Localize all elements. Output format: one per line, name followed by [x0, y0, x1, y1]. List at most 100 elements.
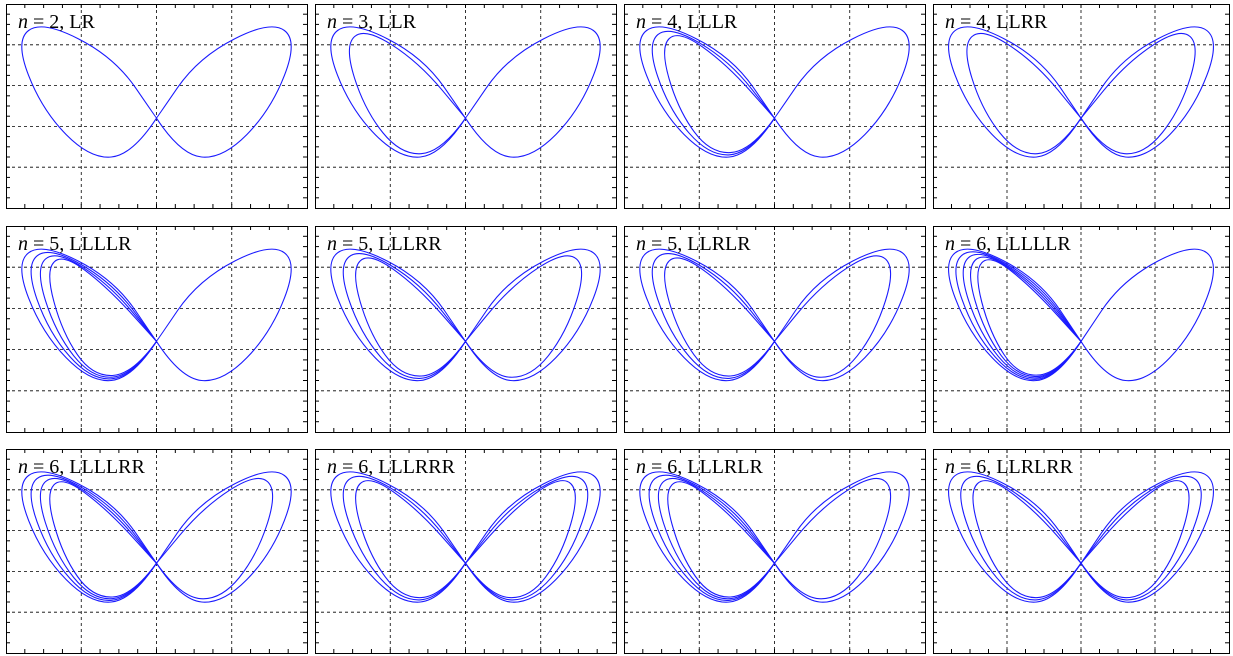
orbit-lobe-right	[155, 248, 292, 382]
orbit-lobe-left	[977, 259, 1082, 376]
panel-title-n-symbol: n	[18, 233, 28, 255]
panel-frame	[6, 226, 308, 433]
panel-frame	[624, 226, 926, 433]
orbit-panel: n = 5, LLLRR	[315, 226, 617, 433]
orbit-lobe-left	[21, 248, 158, 382]
panel-title-text: = 4, LLLR	[646, 11, 738, 33]
orbit-lobe-left	[948, 26, 1082, 158]
orbit-panel: n = 5, LLRLR	[624, 226, 926, 433]
orbit-lobe-left	[664, 257, 775, 377]
panel-title: n = 5, LLLRR	[327, 233, 442, 255]
panel-frame	[933, 4, 1230, 209]
panel-title: n = 6, LLLLRR	[18, 456, 145, 478]
orbit-lobe-left	[348, 32, 467, 155]
orbit-lobe-right	[773, 26, 910, 158]
panel-title: n = 3, LLR	[327, 11, 417, 33]
orbit-panel: n = 4, LLRR	[933, 4, 1230, 209]
orbit-lobe-right	[464, 26, 601, 158]
orbit-lobe-left	[972, 480, 1082, 599]
orbit-lobe-right	[464, 471, 601, 603]
panel-title: n = 6, LLLRRR	[327, 456, 456, 478]
panel-title-text: = 6, LLRLRR	[955, 456, 1074, 478]
orbit-lobe-right	[1080, 32, 1196, 155]
panel-title-n-symbol: n	[945, 456, 955, 478]
orbit-lobe-left	[330, 248, 467, 382]
panel-title-text: = 6, LLLLRR	[28, 456, 145, 478]
panel-title-n-symbol: n	[945, 11, 955, 33]
panel-title-n-symbol: n	[636, 233, 646, 255]
orbit-panel: n = 6, LLLRLR	[624, 449, 926, 654]
panel-frame	[933, 449, 1230, 654]
panel-frame	[315, 226, 617, 433]
panel-title-text: = 6, LLLRLR	[646, 456, 763, 478]
orbit-panel: n = 6, LLLLLR	[933, 226, 1230, 433]
panel-title-text: = 5, LLLLR	[28, 233, 132, 255]
orbit-lobe-left	[30, 474, 157, 601]
panel-title: n = 2, LR	[18, 11, 95, 33]
orbit-lobe-left	[39, 255, 158, 378]
orbit-lobe-right	[464, 475, 589, 601]
orbit-lobe-right	[1080, 248, 1214, 382]
orbit-lobe-right	[464, 255, 583, 378]
orbit-panel: n = 3, LLR	[315, 4, 617, 209]
panel-title: n = 5, LLLLR	[18, 233, 132, 255]
orbit-lobe-left	[49, 481, 158, 598]
orbit-lobe-left	[648, 474, 775, 601]
panel-title-n-symbol: n	[945, 233, 955, 255]
orbit-lobe-right	[155, 477, 274, 600]
panel-title-n-symbol: n	[327, 233, 337, 255]
orbit-lobe-left	[948, 248, 1082, 382]
orbit-lobe-right	[773, 471, 910, 603]
orbit-lobe-left	[948, 471, 1082, 603]
orbit-lobe-left	[330, 26, 467, 158]
orbit-lobe-right	[1080, 475, 1202, 601]
orbit-lobe-right	[155, 26, 292, 158]
orbit-lobe-left	[39, 477, 158, 600]
panel-title-text: = 5, LLRLR	[646, 233, 751, 255]
orbit-lobe-left	[657, 477, 776, 600]
panel-title: n = 4, LLRR	[945, 11, 1048, 33]
orbit-panel: n = 6, LLLRRR	[315, 449, 617, 654]
panel-title-text: = 2, LR	[28, 11, 95, 33]
panel-frame	[6, 4, 308, 209]
orbit-lobe-left	[21, 471, 158, 603]
panel-frame	[315, 449, 617, 654]
orbit-lobe-left	[664, 35, 775, 154]
orbit-lobe-right	[464, 248, 601, 382]
orbit-lobe-left	[330, 471, 467, 603]
orbit-panel: n = 6, LLLLRR	[6, 449, 308, 654]
orbit-lobe-right	[155, 471, 292, 603]
panel-frame	[6, 449, 308, 654]
orbit-lobe-left	[639, 471, 776, 603]
panel-title-n-symbol: n	[636, 456, 646, 478]
panel-title-text: = 5, LLLRR	[337, 233, 442, 255]
panel-frame	[624, 449, 926, 654]
orbit-lobe-left	[639, 248, 776, 382]
panel-title-n-symbol: n	[327, 456, 337, 478]
orbit-lobe-right	[773, 477, 892, 600]
orbit-lobe-left	[651, 30, 776, 156]
orbit-lobe-left	[970, 256, 1082, 378]
orbit-lobe-left	[21, 26, 158, 158]
orbit-panel: n = 2, LR	[6, 4, 308, 209]
panel-frame	[624, 4, 926, 209]
orbit-lobe-left	[966, 32, 1082, 155]
orbit-lobe-right	[773, 248, 910, 382]
orbit-panel: n = 6, LLRLRR	[933, 449, 1230, 654]
orbit-lobe-left	[30, 251, 158, 380]
orbit-lobe-left	[955, 251, 1082, 380]
orbit-lobe-left	[651, 253, 776, 379]
orbit-lobe-left	[667, 481, 776, 598]
orbit-lobe-left	[49, 258, 157, 377]
panel-title: n = 6, LLLRLR	[636, 456, 763, 478]
orbit-lobe-right	[1080, 471, 1214, 603]
panel-title: n = 4, LLLR	[636, 11, 738, 33]
orbit-lobe-right	[1080, 26, 1214, 158]
panel-title: n = 6, LLLLLR	[945, 233, 1071, 255]
panel-title-n-symbol: n	[636, 11, 646, 33]
orbit-lobe-left	[960, 475, 1082, 601]
orbit-lobe-right	[773, 255, 892, 378]
orbit-lobe-left	[342, 253, 467, 379]
orbit-panel: n = 4, LLLR	[624, 4, 926, 209]
